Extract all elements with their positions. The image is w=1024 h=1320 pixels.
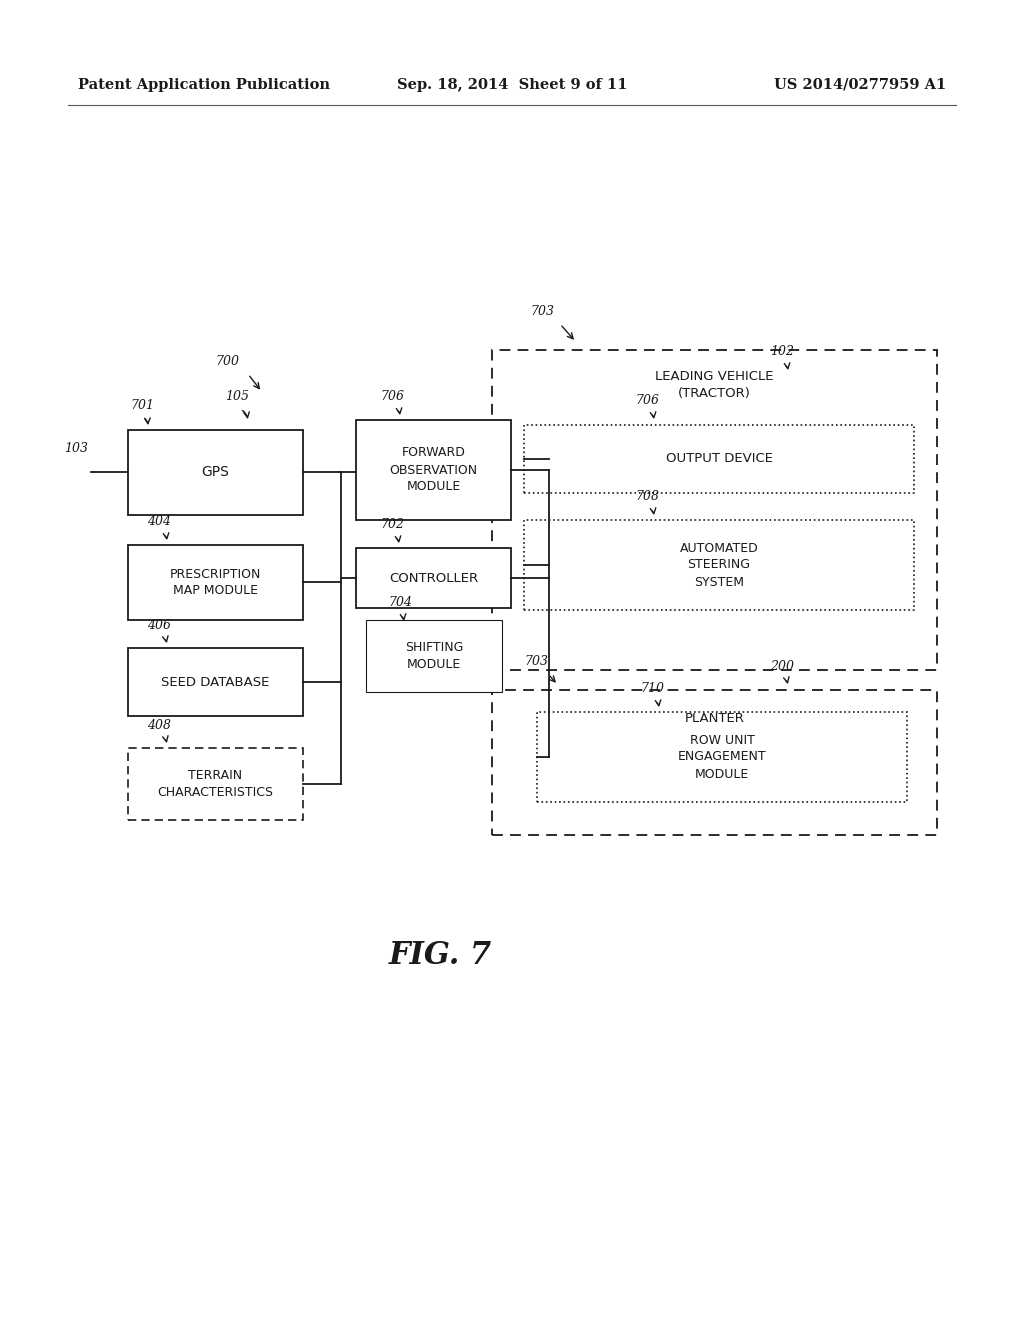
Text: PLANTER: PLANTER	[685, 711, 744, 725]
Text: AUTOMATED
STEERING
SYSTEM: AUTOMATED STEERING SYSTEM	[680, 541, 759, 589]
Bar	[356, 548, 511, 609]
Text: SEED DATABASE: SEED DATABASE	[162, 676, 269, 689]
Text: Sep. 18, 2014  Sheet 9 of 11: Sep. 18, 2014 Sheet 9 of 11	[396, 78, 628, 92]
Bar	[524, 520, 914, 610]
Bar	[537, 711, 907, 803]
Text: 703: 703	[524, 655, 548, 668]
Text: 704: 704	[388, 597, 412, 609]
Text: 200: 200	[770, 660, 794, 673]
Text: 406: 406	[147, 619, 171, 632]
Text: 700: 700	[215, 355, 239, 368]
Bar	[373, 626, 495, 686]
Text: 703: 703	[530, 305, 554, 318]
Text: 706: 706	[635, 393, 659, 407]
Bar	[524, 425, 914, 492]
Text: LEADING VEHICLE
(TRACTOR): LEADING VEHICLE (TRACTOR)	[655, 370, 774, 400]
Text: OUTPUT DEVICE: OUTPUT DEVICE	[666, 453, 772, 466]
Text: 706: 706	[380, 389, 404, 403]
Bar	[492, 690, 937, 836]
Text: ROW UNIT
ENGAGEMENT
MODULE: ROW UNIT ENGAGEMENT MODULE	[678, 734, 766, 780]
Text: 103: 103	[63, 442, 88, 455]
Text: 710: 710	[640, 682, 664, 696]
Text: FIG. 7: FIG. 7	[388, 940, 492, 970]
Bar	[128, 430, 303, 515]
Bar	[356, 420, 511, 520]
Text: Patent Application Publication: Patent Application Publication	[78, 78, 330, 92]
Text: 701: 701	[130, 399, 154, 412]
Text: 404: 404	[147, 515, 171, 528]
Bar	[492, 350, 937, 671]
Bar	[366, 620, 502, 692]
Bar	[128, 545, 303, 620]
Text: 102: 102	[770, 345, 794, 358]
Text: GPS: GPS	[202, 466, 229, 479]
Text: 105: 105	[225, 389, 249, 403]
Text: 408: 408	[147, 719, 171, 733]
Text: US 2014/0277959 A1: US 2014/0277959 A1	[774, 78, 946, 92]
Text: PRESCRIPTION
MAP MODULE: PRESCRIPTION MAP MODULE	[170, 568, 261, 598]
Text: TERRAIN
CHARACTERISTICS: TERRAIN CHARACTERISTICS	[158, 770, 273, 799]
Text: CONTROLLER: CONTROLLER	[389, 572, 478, 585]
Text: SHIFTING
MODULE: SHIFTING MODULE	[404, 642, 463, 671]
Text: 702: 702	[380, 517, 404, 531]
Bar	[128, 748, 303, 820]
Text: 708: 708	[635, 490, 659, 503]
Bar	[128, 648, 303, 715]
Text: FORWARD
OBSERVATION
MODULE: FORWARD OBSERVATION MODULE	[389, 446, 477, 494]
